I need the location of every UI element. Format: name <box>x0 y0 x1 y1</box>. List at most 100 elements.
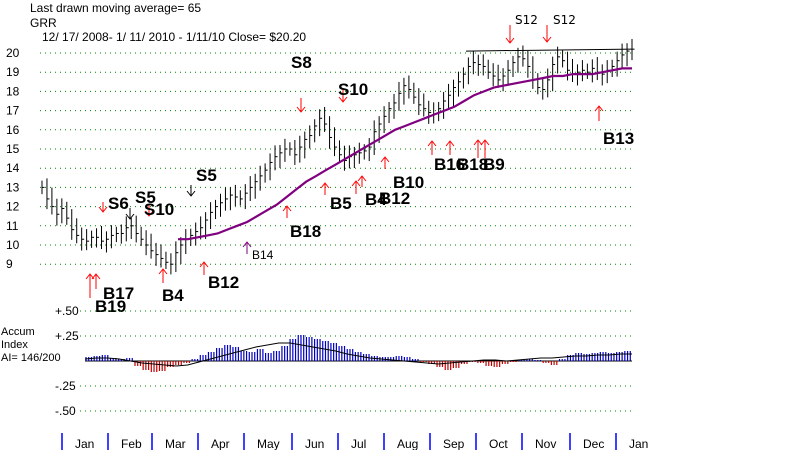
accum-bar <box>550 361 558 365</box>
resistance-line-group <box>465 48 633 52</box>
buy-arrow-b9-head <box>480 139 490 146</box>
accum-average-line <box>84 342 632 367</box>
signal-label-b16: B16 <box>434 155 465 174</box>
price-bar <box>41 180 45 195</box>
price-bar <box>125 216 129 242</box>
sell-arrow-s10a-head <box>144 210 154 217</box>
buy-arrow-b10-head <box>380 156 390 163</box>
price-bar <box>86 229 90 251</box>
price-bar <box>547 68 551 98</box>
ytick-11: 11 <box>6 219 19 233</box>
buy-arrow-b9 <box>480 139 490 158</box>
price-bar <box>229 187 233 211</box>
price-bar <box>557 46 561 74</box>
signal-label-s12: S12 <box>553 13 576 27</box>
price-bar <box>423 93 427 117</box>
month-label-mar: Mar <box>165 437 186 450</box>
price-bar <box>239 190 243 206</box>
accum-bar <box>624 351 631 361</box>
price-bar <box>368 138 372 162</box>
accum-ai-annotation: AI= 146/200 <box>1 352 61 364</box>
price-bar <box>190 228 194 246</box>
accum-bars <box>85 335 631 372</box>
signal-label-b17: B17 <box>103 284 134 303</box>
buy-arrow-b14-head <box>242 241 252 248</box>
accum-title-line2: Index <box>1 339 28 351</box>
month-axis: Jan Feb Mar Apr May Jun Jul Aug Sep Oct Nov Dec Jan <box>61 433 648 450</box>
price-bar <box>180 237 184 265</box>
price-bar <box>215 199 219 220</box>
price-bar <box>492 63 496 87</box>
signal-label-b19: B19 <box>95 297 126 316</box>
signal-label-s12: S12 <box>515 13 538 27</box>
accum-ytick-+.25: +.25 <box>55 329 79 343</box>
price-bar <box>611 59 615 77</box>
ytick-14: 14 <box>6 161 20 175</box>
signal-label-b10: B10 <box>393 173 424 192</box>
price-bar <box>120 224 124 244</box>
price-bar <box>200 216 204 240</box>
price-bar <box>398 81 402 111</box>
buy-arrow-b12b-head <box>357 175 367 182</box>
price-bar <box>403 77 407 105</box>
price-bar <box>462 67 466 89</box>
month-label-jul: Jul <box>351 437 366 450</box>
accum-bar <box>477 361 484 363</box>
price-bar <box>264 163 268 183</box>
accum-bar <box>322 341 329 361</box>
ytick-12: 12 <box>6 200 20 214</box>
accum-bar <box>493 361 501 367</box>
accum-bar <box>313 339 321 361</box>
signal-label-b18: B18 <box>457 155 488 174</box>
buy-arrow-b16 <box>427 140 437 155</box>
sell-arrow-s5a-head <box>125 213 135 220</box>
buy-arrow-b17a <box>85 273 95 298</box>
ytick-15: 15 <box>6 142 20 156</box>
price-bar <box>517 47 521 73</box>
month-label-oct: Oct <box>489 437 508 450</box>
price-bar <box>497 64 501 88</box>
moving-average-group <box>178 67 632 241</box>
month-label-dec: Dec <box>583 437 604 450</box>
accum-bar <box>248 352 256 361</box>
price-bar <box>100 225 104 250</box>
price-bar <box>145 230 149 256</box>
accum-ytick--.50: -.50 <box>55 404 76 418</box>
month-label-apr: Apr <box>211 437 230 450</box>
accum-bar <box>558 359 566 361</box>
sell-arrow-s10b <box>338 89 348 103</box>
buy-arrow-b18a <box>282 205 292 218</box>
accum-bar <box>289 339 297 361</box>
accum-bar <box>191 359 199 361</box>
price-bar <box>457 71 461 97</box>
month-label-nov: Nov <box>535 437 556 450</box>
price-bar <box>244 184 248 210</box>
accum-bar <box>616 352 623 361</box>
price-bar <box>150 233 154 259</box>
buy-arrow-b5-head <box>320 182 330 189</box>
ytick-9: 9 <box>6 257 13 271</box>
price-bar <box>562 50 566 68</box>
price-bar <box>289 142 293 156</box>
accum-bar <box>575 353 582 361</box>
buy-arrow-b13-head <box>594 105 604 112</box>
price-bar <box>453 79 457 107</box>
signal-label-b12: B12 <box>379 189 410 208</box>
buy-arrow-b16-head <box>427 140 437 147</box>
month-label-jan: Jan <box>75 437 94 450</box>
accum-bar <box>158 361 166 371</box>
price-bar <box>165 251 169 269</box>
price-bar <box>621 43 625 69</box>
month-label-sep: Sep <box>443 437 465 450</box>
header-range-close: 12/ 17/ 2008- 1/ 11/ 2010 - 1/11/10 Clos… <box>42 30 306 44</box>
price-bar <box>507 60 511 86</box>
price-bar <box>96 228 100 248</box>
price-bar <box>408 75 412 99</box>
price-bar <box>175 241 179 273</box>
price-y-axis: 9 10 11 12 13 14 15 16 17 18 19 20 <box>6 46 20 271</box>
price-bar <box>81 227 85 251</box>
sell-arrow-s10b-head <box>338 96 348 103</box>
price-bar <box>324 106 328 132</box>
